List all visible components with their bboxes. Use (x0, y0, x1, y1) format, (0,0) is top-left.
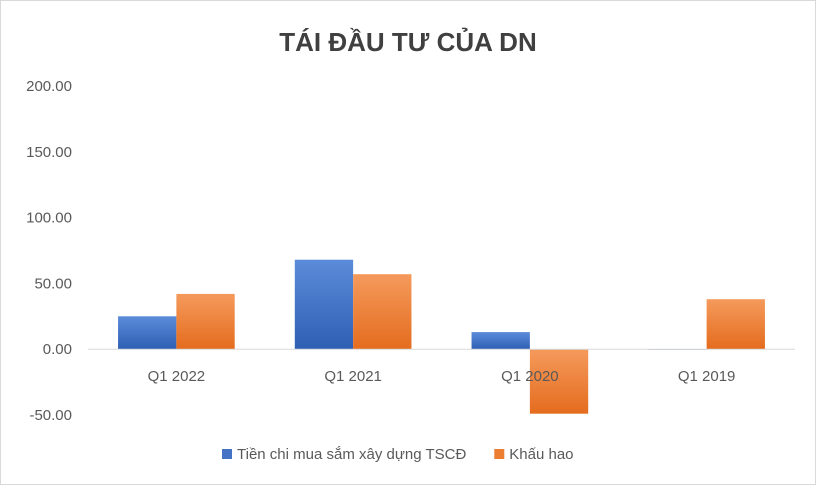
legend: Tiền chi mua sắm xây dựng TSCĐ Khấu hao (222, 446, 574, 463)
x-axis-tick-labels: Q1 2022 Q1 2021 Q1 2020 Q1 2019 (148, 368, 736, 385)
legend-swatch (494, 449, 505, 459)
y-tick-label: 200.00 (26, 78, 72, 95)
y-tick-label: 50.00 (34, 275, 72, 292)
bar-tscd (118, 316, 177, 350)
bar-tscd (294, 259, 354, 350)
y-axis-tick-labels: -50.00 0.00 50.00 100.00 150.00 200.00 (26, 78, 72, 424)
x-tick-label: Q1 2020 (501, 368, 559, 385)
legend-label: Khấu hao (509, 446, 573, 463)
legend-label: Tiền chi mua sắm xây dựng TSCĐ (237, 446, 466, 463)
bar-khau-hao (353, 274, 412, 350)
chart-title: TÁI ĐẦU TƯ CỦA DN (279, 26, 536, 57)
x-tick-label: Q1 2022 (148, 368, 206, 385)
y-tick-label: 150.00 (26, 144, 72, 161)
y-tick-label: 0.00 (43, 341, 72, 358)
x-tick-label: Q1 2019 (678, 368, 736, 385)
y-tick-label: -50.00 (29, 407, 72, 424)
bar-khau-hao (176, 293, 235, 350)
bar-tscd (471, 332, 530, 350)
bar-khau-hao (706, 299, 765, 350)
legend-swatch (222, 449, 232, 459)
x-tick-label: Q1 2021 (324, 368, 382, 385)
bar-khau-hao (529, 349, 589, 414)
bars (118, 259, 765, 414)
y-tick-label: 100.00 (26, 210, 72, 227)
